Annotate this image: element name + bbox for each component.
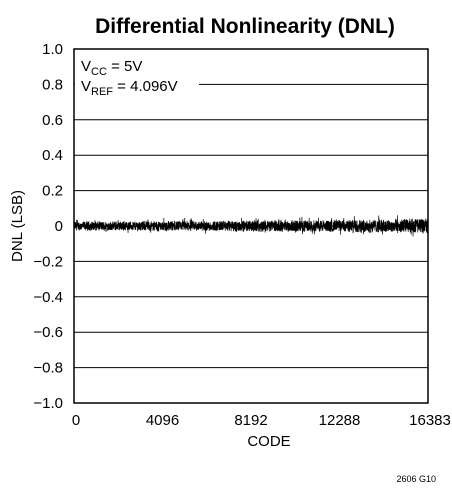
dnl-trace [73,215,429,237]
y-tick-label: −1.0 [33,395,63,412]
y-tick-label: 0.2 [42,183,63,200]
x-tick-label: 16383 [409,412,451,429]
annotation-ref: VREF = 4.096V [81,78,178,98]
x-tick-label: 12288 [319,412,361,429]
y-axis-label: DNL (LSB) [9,190,26,262]
y-tick-label: 0.8 [42,76,63,93]
y-tick-label: −0.8 [33,360,63,377]
y-tick-label: 0.4 [42,147,63,164]
y-tick-label: −0.2 [33,253,63,270]
y-tick-label: −0.4 [33,289,63,306]
x-tick-label: 8192 [234,412,267,429]
x-tick-label: 0 [72,412,80,429]
y-tick-label: 0.6 [42,112,63,129]
annotation-background [75,50,199,98]
chart-title: Differential Nonlinearity (DNL) [95,15,395,38]
y-tick-label: 1.0 [42,41,63,58]
plot-frame [73,48,429,404]
y-tick-label: 0 [55,218,63,235]
x-axis-label: CODE [247,433,290,450]
series-dnl [73,215,429,237]
x-tick-label: 4096 [146,412,179,429]
annotation-cc: VCC = 5V [81,58,142,78]
y-tick-labels: 1.0 0.8 0.6 0.4 0.2 0 −0.2 −0.4 −0.6 −0.8 −1.0 [33,41,63,412]
x-tick-labels: 0 4096 8192 12288 16383 [72,412,451,429]
figure-code: 2606 G10 [396,474,436,484]
y-tick-label: −0.6 [33,324,63,341]
